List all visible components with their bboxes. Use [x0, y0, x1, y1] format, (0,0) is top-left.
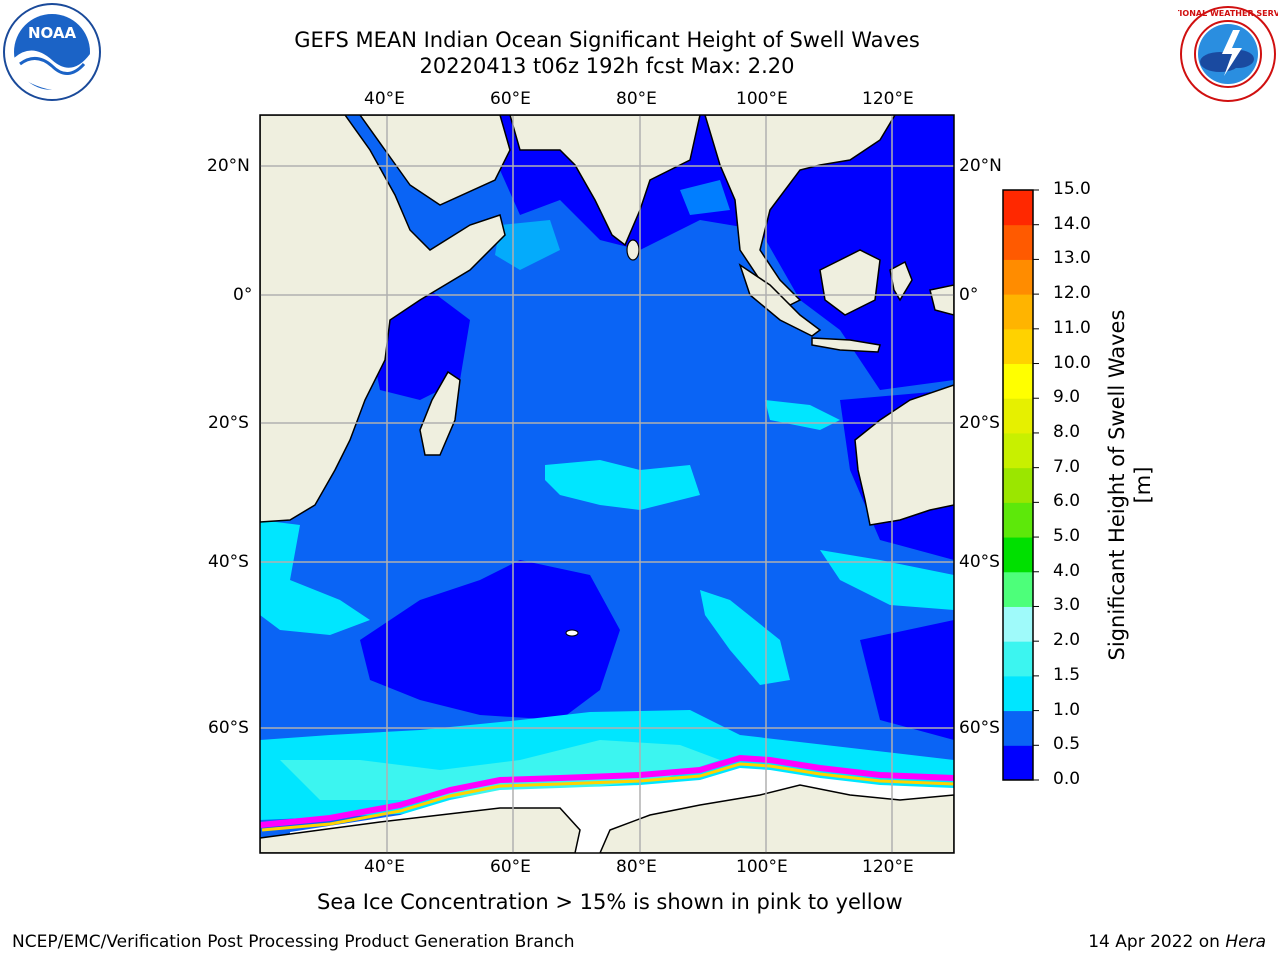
- lon-label-top-100e: 100°E: [736, 89, 788, 109]
- nws-logo-text: NATIONAL WEATHER SERVICE: [1178, 9, 1278, 18]
- colorbar-tick-label: 12.0: [1053, 283, 1091, 304]
- colorbar-segment: [1003, 398, 1033, 434]
- lon-label-top-80e: 80°E: [616, 89, 657, 109]
- footer-credit: NCEP/EMC/Verification Post Processing Pr…: [12, 932, 575, 952]
- colorbar-tick-label: 1.0: [1053, 699, 1081, 720]
- colorbar-segment: [1003, 502, 1033, 538]
- colorbar-tick-label: 14.0: [1053, 213, 1091, 234]
- kerguelen-island: [565, 629, 579, 637]
- lon-label-top-40e: 40°E: [364, 89, 405, 109]
- chart-subtitle: 20220413 t06z 192h fcst Max: 2.20: [419, 54, 795, 78]
- lat-label-left-0: 0°: [233, 285, 253, 305]
- colorbar-segment: [1003, 537, 1033, 573]
- colorbar-segment: [1003, 710, 1033, 746]
- colorbar-segment: [1003, 224, 1033, 260]
- noaa-logo-text: NOAA: [28, 24, 77, 42]
- southeast-swell-patch: [820, 550, 954, 610]
- lat-label-right-40s: 40°S: [959, 552, 1000, 572]
- colorbar-tick-label: 8.0: [1053, 421, 1081, 442]
- west-swell-patch: [260, 520, 370, 635]
- colorbar-tick-label: 10.0: [1053, 352, 1091, 373]
- colorbar-tick-label: 11.0: [1053, 317, 1091, 338]
- colorbar-segment: [1003, 294, 1033, 330]
- colorbar-title: Significant Height of Swell Waves [m]: [1105, 309, 1155, 661]
- lat-label-left-40s: 40°S: [208, 552, 249, 572]
- arabia-land: [359, 115, 511, 206]
- nws-logo: NATIONAL WEATHER SERVICE: [1162, 4, 1280, 104]
- sumatra-land: [738, 263, 822, 337]
- lon-label-bottom-80e: 80°E: [616, 857, 657, 877]
- colorbar-segment: [1003, 675, 1033, 712]
- lat-label-right-60s: 60°S: [959, 718, 1000, 738]
- sri-lanka-land: [626, 239, 640, 261]
- colorbar-segment: [1003, 190, 1033, 226]
- lon-label-bottom-100e: 100°E: [736, 857, 788, 877]
- antarctica-land: [260, 807, 581, 853]
- arabian-sea-patch: [495, 220, 560, 270]
- india-land: [509, 115, 701, 247]
- madagascar-land: [419, 370, 461, 456]
- australia-land: [854, 384, 954, 526]
- footer-host: Hera: [1225, 932, 1266, 952]
- colorbar-segment: [1003, 641, 1033, 677]
- colorbar-tick-label: 15.0: [1053, 179, 1091, 199]
- colorbar-segment: [1003, 363, 1033, 399]
- southeast-calm-region: [860, 620, 954, 740]
- lon-label-bottom-40e: 40°E: [364, 857, 405, 877]
- java-land: [811, 337, 881, 353]
- colorbar-tick-label: 9.0: [1053, 387, 1081, 408]
- colorbar-tick-label: 13.0: [1053, 248, 1091, 269]
- lon-label-bottom-60e: 60°E: [490, 857, 531, 877]
- bay-patch: [680, 180, 730, 215]
- lat-label-right-20s: 20°S: [959, 413, 1000, 433]
- lon-label-top-60e: 60°E: [490, 89, 531, 109]
- colorbar-segment: [1003, 606, 1033, 642]
- colorbar-tick-label: 5.0: [1053, 526, 1081, 547]
- lat-label-right-20n: 20°N: [959, 156, 1002, 176]
- antarctica-land-east: [599, 784, 954, 853]
- map-frame: [259, 114, 955, 854]
- southeast-asia-land: [704, 115, 896, 306]
- lat-label-left-20s: 20°S: [208, 413, 249, 433]
- colorbar: [1002, 189, 1039, 781]
- new-guinea-land: [929, 284, 954, 316]
- footer-date-text: 14 Apr 2022 on: [1088, 932, 1226, 952]
- noaa-logo: NOAA: [2, 2, 102, 102]
- lat-label-left-20n: 20°N: [207, 156, 250, 176]
- gridlines: [260, 115, 954, 853]
- lon-label-top-120e: 120°E: [862, 89, 914, 109]
- southern-calm-region: [360, 560, 620, 720]
- borneo-land: [819, 249, 881, 316]
- chart-title: GEFS MEAN Indian Ocean Significant Heigh…: [294, 28, 920, 52]
- colorbar-tick-label: 7.0: [1053, 456, 1081, 477]
- southern-swell-patch: [700, 590, 790, 685]
- colorbar-tick-label: 2.0: [1053, 630, 1081, 651]
- colorbar-frame: [1002, 189, 1034, 781]
- colorbar-segment: [1003, 432, 1033, 469]
- colorbar-tick-label: 6.0: [1053, 491, 1081, 512]
- sulawesi-land: [889, 260, 913, 302]
- northern-calm-region: [420, 115, 954, 390]
- colorbar-segment: [1003, 259, 1033, 295]
- colorbar-tick-label: 1.5: [1053, 664, 1081, 685]
- colorbar-segment: [1003, 571, 1033, 607]
- colorbar-segment: [1003, 467, 1033, 503]
- africa-land: [260, 115, 506, 523]
- colorbar-segment: [1003, 745, 1033, 781]
- antarctic-swell-band-light: [280, 740, 720, 800]
- lat-label-right-0: 0°: [959, 285, 979, 305]
- colorbar-tick-label: 0.5: [1053, 734, 1081, 755]
- sea-ice-note: Sea Ice Concentration > 15% is shown in …: [317, 890, 903, 914]
- colorbar-segment: [1003, 328, 1033, 365]
- colorbar-tick-label: 4.0: [1053, 560, 1081, 581]
- colorbar-tick-label: 0.0: [1053, 769, 1081, 789]
- central-swell-patch: [545, 460, 700, 510]
- lat-label-left-60s: 60°S: [208, 718, 249, 738]
- lon-label-bottom-120e: 120°E: [862, 857, 914, 877]
- footer-date: 14 Apr 2022 on Hera: [1088, 932, 1266, 952]
- colorbar-tick-label: 3.0: [1053, 595, 1081, 616]
